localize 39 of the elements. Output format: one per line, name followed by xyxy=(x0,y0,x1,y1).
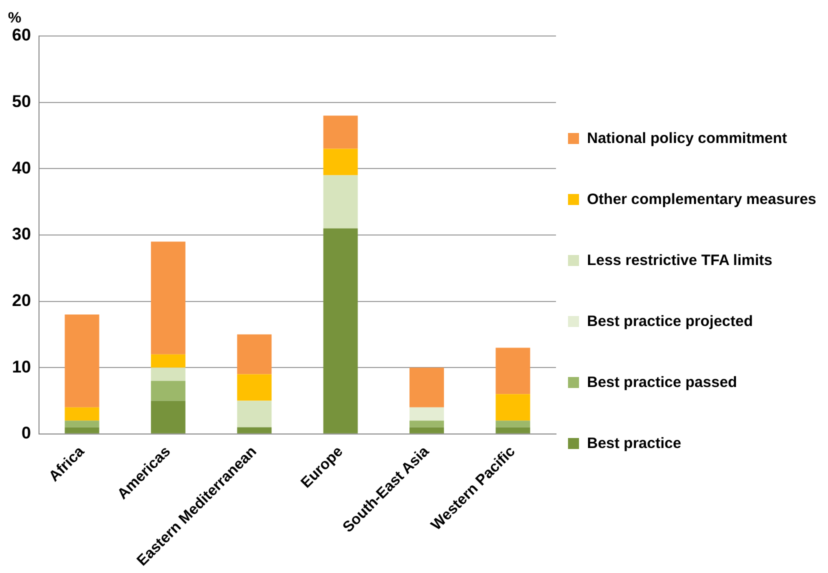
bar xyxy=(409,407,444,421)
bar xyxy=(323,175,358,228)
y-tick-label: 60 xyxy=(12,26,31,45)
y-tick-label: 50 xyxy=(12,92,31,112)
y-axis-title: % xyxy=(8,10,22,27)
legend-label: Best practice passed xyxy=(587,374,738,391)
bar xyxy=(409,368,444,408)
bar xyxy=(64,314,100,408)
y-tick-label: 0 xyxy=(21,424,31,443)
bar xyxy=(323,116,358,149)
bar xyxy=(237,334,272,374)
legend-label: Less restrictive TFA limits xyxy=(587,252,772,269)
bar xyxy=(237,374,272,401)
y-tick-label: 30 xyxy=(12,224,31,244)
legend-label: Best practice xyxy=(587,435,682,452)
bar xyxy=(496,348,530,394)
bar xyxy=(323,228,358,434)
bar xyxy=(150,380,186,401)
bar xyxy=(496,427,530,434)
bar xyxy=(150,354,186,368)
bar xyxy=(64,427,100,434)
y-tick-label: 10 xyxy=(12,357,31,376)
bar xyxy=(64,420,100,428)
legend-label: National policy commitment xyxy=(587,130,788,147)
bar xyxy=(409,427,444,434)
bar xyxy=(323,148,358,176)
bar xyxy=(496,394,530,421)
bar xyxy=(237,427,272,434)
bar xyxy=(150,400,186,434)
y-tick-label: 20 xyxy=(12,290,31,310)
legend-label: Best practice projected xyxy=(587,313,753,330)
bar xyxy=(237,400,272,428)
legend-label: Other complementary measures xyxy=(587,191,816,208)
bar xyxy=(496,420,530,428)
bar xyxy=(409,420,444,428)
y-tick-label: 40 xyxy=(12,158,31,178)
bar xyxy=(150,242,186,354)
bar xyxy=(150,368,186,381)
bar xyxy=(64,407,100,421)
